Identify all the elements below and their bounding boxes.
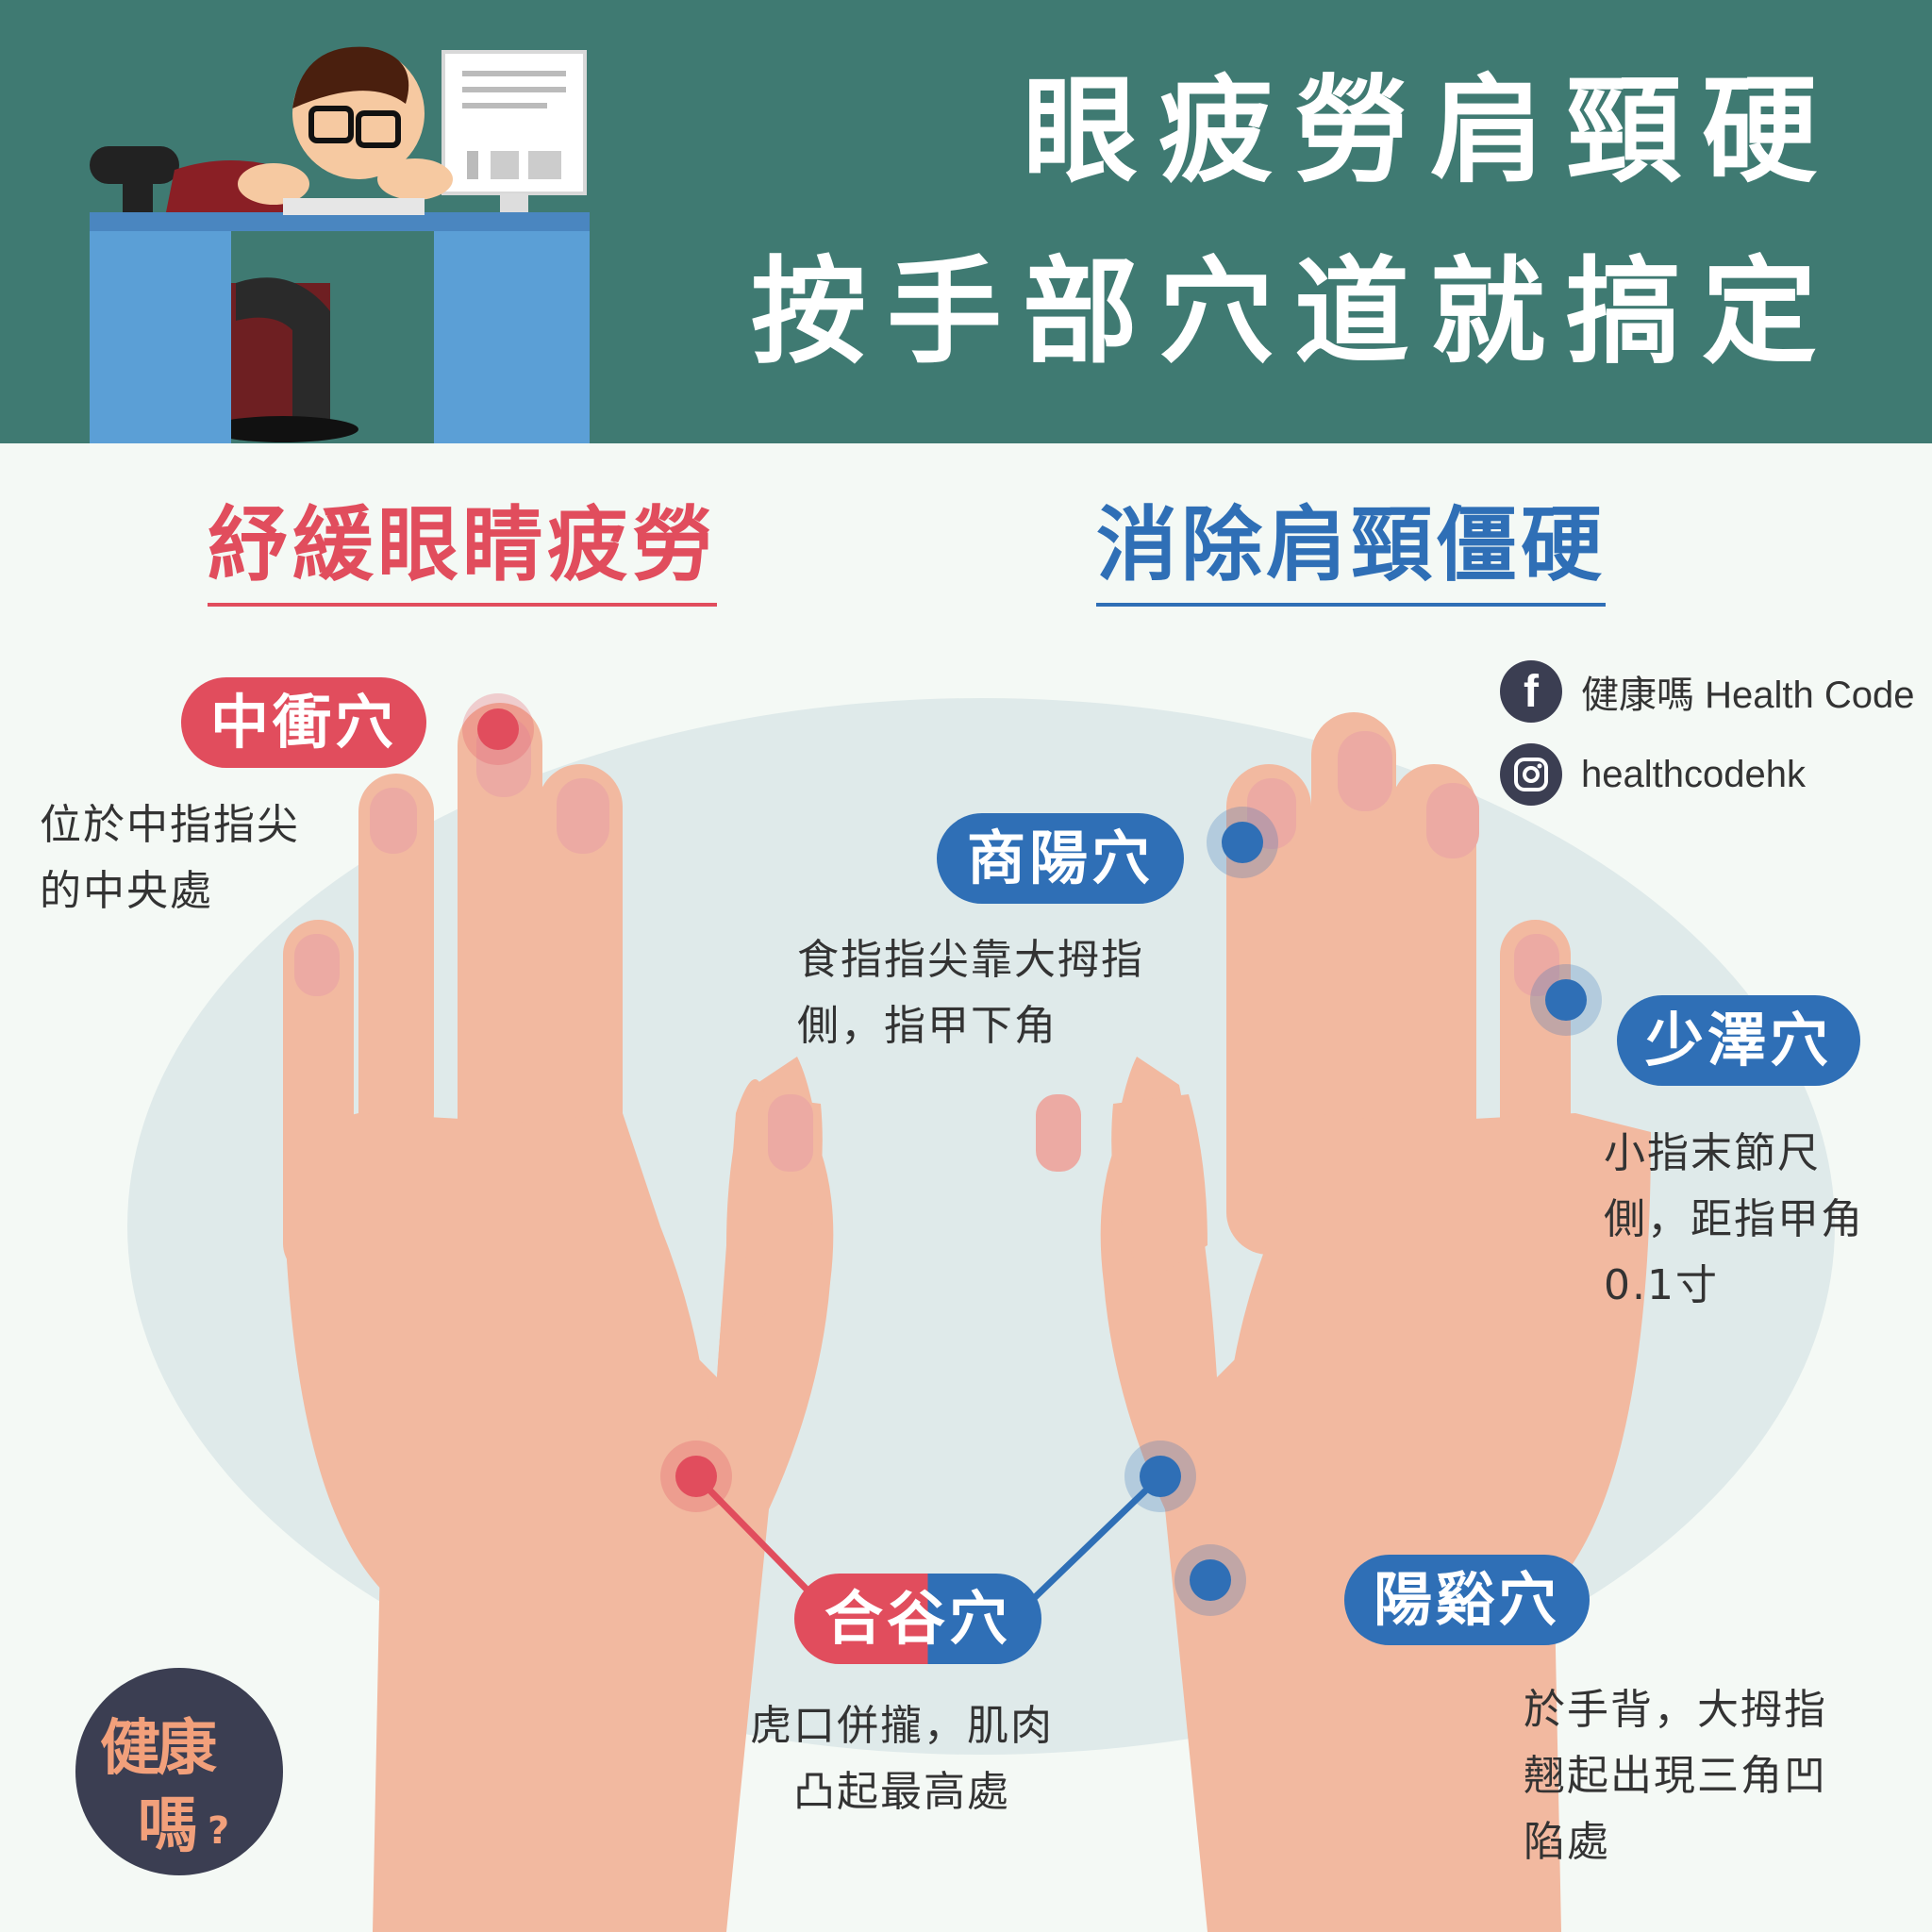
office-worker-illustration [90, 46, 590, 443]
desc-shaoze-line2: 側，距指甲角 [1604, 1195, 1864, 1243]
logo-text-line1: 健康 [100, 1714, 217, 1784]
header-banner: 眼疲勞肩頸硬 按手部穴道就搞定 [0, 0, 1932, 443]
right-hand [1100, 712, 1651, 1932]
facebook-link[interactable]: f 健康嗎 Health Code [1500, 660, 1914, 723]
acupoint-shaoze-dot [1530, 964, 1602, 1036]
badge-hegu: 合谷穴 [794, 1574, 1041, 1664]
section-heading-neck-stiffness: 消除肩頸僵硬 [1096, 505, 1606, 607]
section-heading-eye-fatigue: 紓緩眼睛疲勞 [208, 505, 717, 607]
left-hand [283, 703, 834, 1932]
page-title-line2: 按手部穴道就搞定 [751, 245, 1838, 379]
desc-zhongchong-line1: 位於中指指尖 [40, 801, 300, 849]
desc-shangyang-line2: 側，指甲下角 [797, 1002, 1058, 1050]
acupoint-yangxi-dot [1174, 1544, 1246, 1616]
instagram-link[interactable]: healthcodehk [1500, 743, 1806, 806]
desc-hegu: 虎口併攏，肌肉 凸起最高處 [750, 1693, 1054, 1825]
desc-shaoze-line1: 小指末節尺 [1604, 1129, 1821, 1177]
desc-yangxi-line2: 翹起出現三角凹 [1524, 1752, 1827, 1800]
acupoint-shangyang-dot [1207, 807, 1278, 878]
badge-zhongchong: 中衝穴 [181, 677, 426, 768]
desc-hegu-line1: 虎口併攏，肌肉 [750, 1702, 1054, 1750]
acupoint-zhongchong-dot [462, 693, 534, 765]
desc-zhongchong: 位於中指指尖 的中央處 [40, 792, 300, 924]
desc-yangxi-line3: 陷處 [1524, 1818, 1610, 1866]
desc-hegu-line2: 凸起最高處 [793, 1768, 1010, 1816]
brand-logo: 健康 嗎 ? [75, 1668, 283, 1875]
acupoint-hegu-left-dot [660, 1441, 732, 1512]
desc-shaoze-line3: 0.1寸 [1604, 1261, 1719, 1309]
instagram-icon [1500, 743, 1562, 806]
badge-shaoze: 少澤穴 [1617, 995, 1860, 1086]
desc-yangxi-line1: 於手背，大拇指 [1524, 1686, 1827, 1734]
desc-zhongchong-line2: 的中央處 [40, 867, 213, 915]
desc-shangyang-line1: 食指指尖靠大拇指 [797, 936, 1144, 984]
facebook-label: 健康嗎 Health Code [1581, 675, 1915, 716]
desc-shaoze: 小指末節尺 側，距指甲角 0.1寸 [1604, 1121, 1864, 1319]
logo-question-mark: ? [208, 1809, 230, 1853]
page-title-line1: 眼疲勞肩頸硬 [1023, 64, 1838, 198]
logo-text-line2: 嗎 [138, 1791, 198, 1861]
acupoint-hegu-right-dot [1124, 1441, 1196, 1512]
instagram-label: healthcodehk [1581, 753, 1806, 795]
badge-yangxi: 陽谿穴 [1344, 1555, 1590, 1645]
desc-yangxi: 於手背，大拇指 翹起出現三角凹 陷處 [1524, 1677, 1827, 1875]
desc-shangyang: 食指指尖靠大拇指 側，指甲下角 [797, 927, 1144, 1059]
badge-shangyang: 商陽穴 [937, 813, 1184, 904]
facebook-icon: f [1500, 660, 1562, 723]
